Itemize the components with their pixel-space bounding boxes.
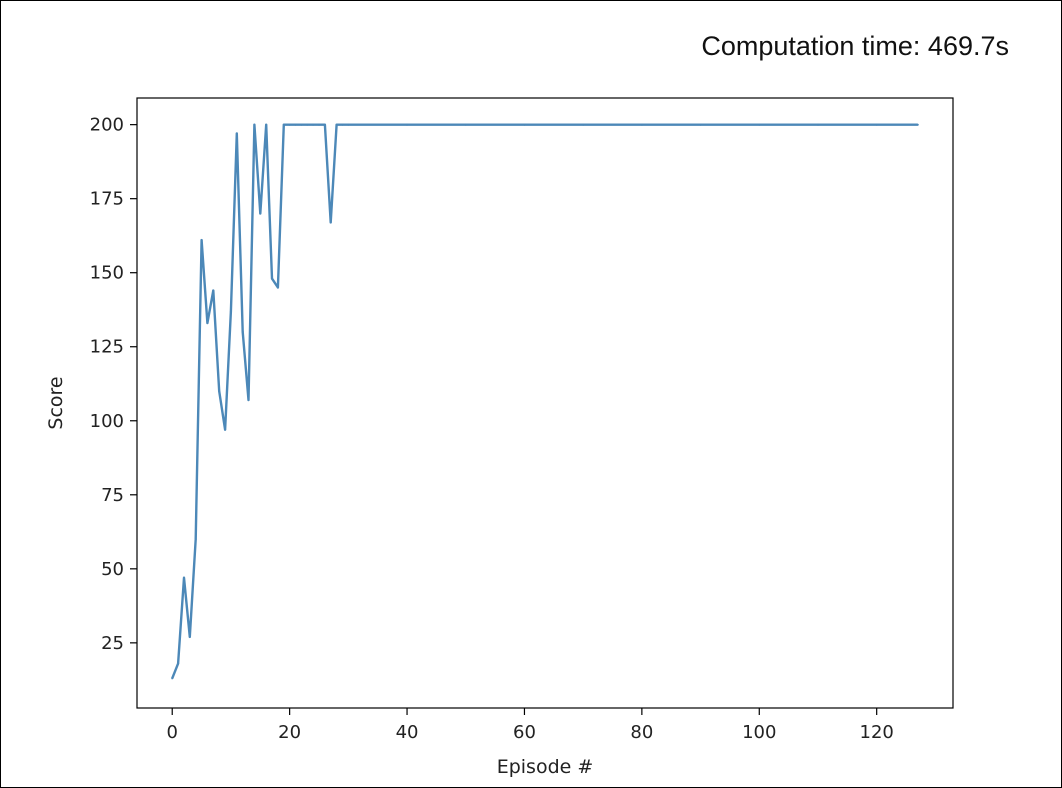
- series-points: [171, 123, 919, 680]
- data-point: [582, 123, 585, 126]
- data-point: [212, 289, 215, 292]
- data-point: [300, 123, 303, 126]
- data-point: [464, 123, 467, 126]
- y-tick-label: 175: [90, 189, 124, 210]
- data-point: [271, 277, 273, 280]
- data-point: [194, 538, 197, 541]
- data-point: [288, 123, 291, 126]
- data-point: [306, 123, 309, 126]
- y-tick-label: 25: [101, 633, 124, 654]
- x-tick-label: 80: [630, 722, 653, 743]
- data-point: [224, 428, 227, 431]
- data-point: [875, 123, 878, 126]
- data-point: [406, 123, 408, 126]
- data-point: [523, 123, 526, 126]
- data-point: [323, 123, 326, 126]
- y-tick-label: 100: [90, 411, 124, 432]
- data-point: [329, 221, 332, 224]
- plot-area: [136, 97, 954, 709]
- y-tick-label: 150: [90, 263, 124, 284]
- x-tick-label: 120: [860, 722, 894, 743]
- y-axis-label: Score: [45, 376, 67, 429]
- x-tick-label: 100: [742, 722, 776, 743]
- data-point: [218, 390, 221, 393]
- data-point: [259, 212, 262, 215]
- x-tick-label: 40: [396, 722, 419, 743]
- data-point: [183, 576, 185, 579]
- data-point: [241, 330, 244, 333]
- x-tick-label: 60: [513, 722, 536, 743]
- data-point: [312, 123, 315, 126]
- data-point: [206, 322, 209, 324]
- x-tick-label: 20: [278, 722, 301, 743]
- y-tick-label: 50: [101, 559, 124, 580]
- data-point: [200, 239, 203, 242]
- axis-ticks: 0 20 40 60 80 100 120 25 50 75 100 125 150 175 200: [90, 115, 894, 743]
- data-point: [253, 123, 256, 126]
- data-point: [282, 123, 285, 126]
- data-point: [916, 123, 919, 126]
- data-point: [335, 123, 338, 126]
- x-axis-label: Episode #: [497, 756, 594, 778]
- data-point: [171, 677, 174, 680]
- y-tick-label: 200: [90, 115, 124, 136]
- data-point: [699, 123, 702, 126]
- data-point: [758, 123, 761, 126]
- data-point: [347, 123, 350, 126]
- computation-time-label: Computation time: 469.7s: [701, 31, 1009, 61]
- data-point: [817, 123, 819, 126]
- y-tick-label: 75: [101, 485, 124, 506]
- data-point: [341, 123, 344, 126]
- data-point: [188, 635, 191, 638]
- data-point: [276, 286, 279, 289]
- data-point: [235, 132, 238, 135]
- data-point: [229, 310, 232, 313]
- x-tick-label: 0: [166, 722, 177, 743]
- data-point: [247, 399, 250, 401]
- data-point: [294, 123, 297, 126]
- data-point: [318, 123, 320, 126]
- data-point: [640, 123, 643, 126]
- y-tick-label: 125: [90, 337, 124, 358]
- data-point: [265, 123, 268, 126]
- data-point: [177, 662, 180, 665]
